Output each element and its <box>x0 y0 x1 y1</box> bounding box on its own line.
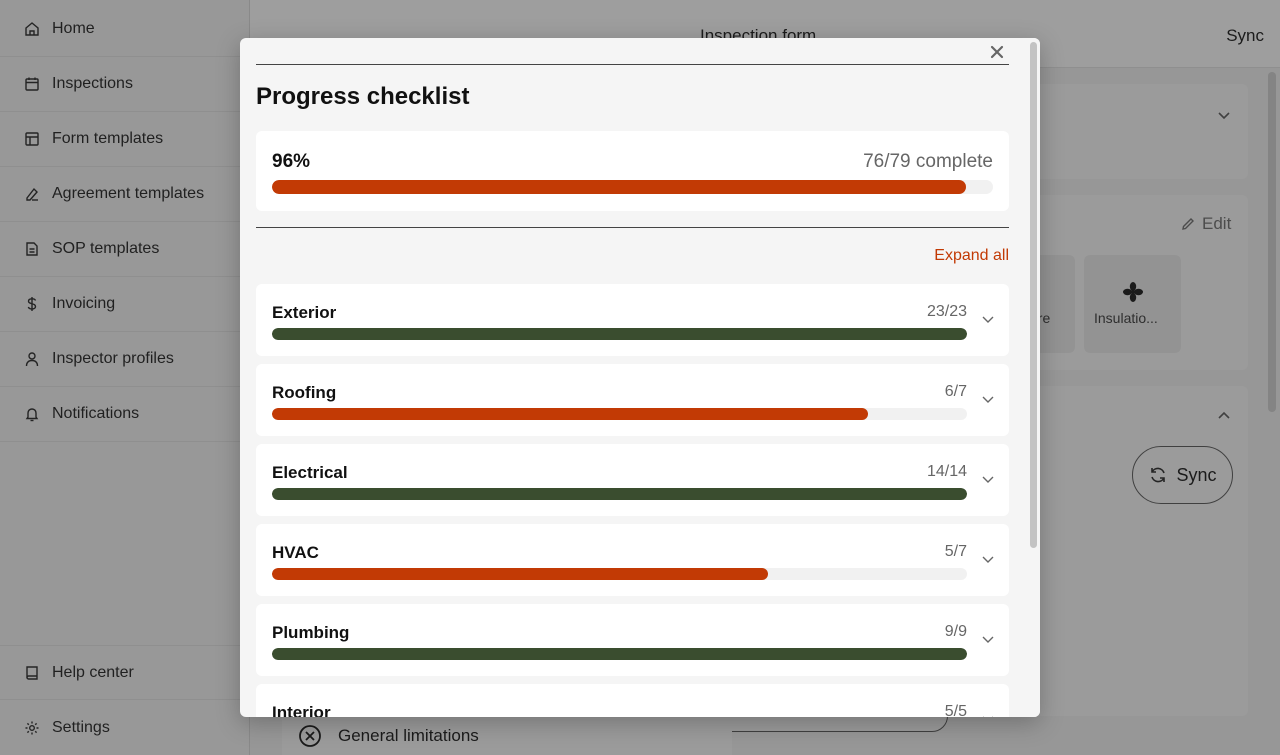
overall-complete-count: 76/79 complete <box>863 151 993 172</box>
sidebar-item-home[interactable]: Home <box>0 2 249 57</box>
sidebar-item-inspections[interactable]: Inspections <box>0 57 249 112</box>
section-progress-fill <box>272 488 967 500</box>
sidebar-item-label: Help center <box>52 663 134 681</box>
page-scrollbar[interactable] <box>1268 72 1276 412</box>
chevron-down-icon[interactable] <box>981 472 995 486</box>
section-count: 5/7 <box>944 543 967 560</box>
section-progress-bar <box>272 408 967 420</box>
bell-icon <box>24 406 40 422</box>
expand-all-button[interactable]: Expand all <box>934 247 1009 264</box>
section-progress-bar <box>272 648 967 660</box>
checklist-section-interior[interactable]: Interior 5/5 <box>256 684 1009 717</box>
signature-icon <box>24 186 40 202</box>
close-button[interactable] <box>987 42 1007 62</box>
document-icon <box>24 241 40 257</box>
sidebar-item-label: Notifications <box>52 405 140 422</box>
sidebar-item-label: Home <box>52 20 95 37</box>
sync-link[interactable]: Sync <box>1226 26 1264 45</box>
section-count: 23/23 <box>926 303 967 320</box>
section-name: Plumbing <box>272 623 350 642</box>
checklist-section-exterior[interactable]: Exterior 23/23 <box>256 284 1009 356</box>
overall-percent: 96% <box>272 151 311 172</box>
checklist-section-roofing[interactable]: Roofing 6/7 <box>256 364 1009 436</box>
divider <box>256 227 1009 228</box>
section-progress-bar <box>272 328 967 340</box>
chevron-down-icon[interactable] <box>1217 108 1231 122</box>
overall-progress-card: 96% 76/79 complete <box>256 131 1009 211</box>
section-name: Roofing <box>272 383 337 402</box>
chevron-down-icon[interactable] <box>981 632 995 646</box>
chevron-up-icon[interactable] <box>1217 409 1231 423</box>
refresh-icon <box>1151 467 1166 483</box>
sidebar-item-settings[interactable]: Settings <box>0 700 249 755</box>
section-progress-bar <box>272 568 967 580</box>
sidebar-item-agreement-templates[interactable]: Agreement templates <box>0 167 249 222</box>
section-count: 6/7 <box>944 383 967 400</box>
sidebar-item-label: Inspector profiles <box>52 350 174 367</box>
section-progress-bar <box>272 488 967 500</box>
dollar-icon <box>24 296 40 312</box>
chevron-down-icon[interactable] <box>981 552 995 566</box>
sidebar-item-sop-templates[interactable]: SOP templates <box>0 222 249 277</box>
home-icon <box>24 21 40 37</box>
section-count: 9/9 <box>944 623 967 640</box>
sidebar-item-form-templates[interactable]: Form templates <box>0 112 249 167</box>
sidebar-item-inspector-profiles[interactable]: Inspector profiles <box>0 332 249 387</box>
overall-progress-bar <box>272 180 993 194</box>
sidebar-item-invoicing[interactable]: Invoicing <box>0 277 249 332</box>
chevron-down-icon[interactable] <box>981 712 995 717</box>
section-card <box>1000 84 1248 179</box>
general-limitations-item[interactable]: General limitations <box>282 716 732 755</box>
section-progress-fill <box>272 568 769 580</box>
section-count: 5/5 <box>944 703 967 717</box>
gear-icon <box>24 720 40 736</box>
divider <box>256 64 1009 65</box>
modal-scrollbar-thumb[interactable] <box>1030 42 1037 548</box>
checklist-section-hvac[interactable]: HVAC 5/7 <box>256 524 1009 596</box>
sidebar-item-label: Invoicing <box>52 295 116 312</box>
section-name: HVAC <box>272 543 319 562</box>
overall-progress-fill <box>272 180 966 194</box>
checklist-section-plumbing[interactable]: Plumbing 9/9 <box>256 604 1009 676</box>
checklist-section-electrical[interactable]: Electrical 14/14 <box>256 444 1009 516</box>
progress-checklist-modal: Progress checklist 96% 76/79 complete Ex… <box>240 38 1040 717</box>
sidebar-item-label: Settings <box>52 718 110 736</box>
close-icon <box>990 45 1004 59</box>
section-name: Electrical <box>272 463 348 482</box>
sync-card <box>1000 386 1248 716</box>
book-icon <box>24 665 40 681</box>
pencil-icon <box>1182 218 1194 230</box>
section-name: Exterior <box>272 303 337 322</box>
layout-icon <box>24 131 40 147</box>
chevron-down-icon[interactable] <box>981 392 995 406</box>
section-progress-fill <box>272 328 967 340</box>
section-count: 14/14 <box>926 463 967 480</box>
section-name: Interior <box>272 703 331 717</box>
sidebar-item-label: Inspections <box>52 75 133 92</box>
section-progress-fill <box>272 648 967 660</box>
sidebar-item-label: SOP templates <box>52 240 160 257</box>
chevron-down-icon[interactable] <box>981 312 995 326</box>
modal-title: Progress checklist <box>256 83 470 110</box>
user-icon <box>24 351 40 367</box>
edit-button[interactable]: Edit <box>1180 214 1231 234</box>
x-circle-icon <box>299 724 321 747</box>
system-tile-insulation[interactable]: Insulatio... <box>1084 255 1181 353</box>
calendar-icon <box>24 76 40 92</box>
sync-button[interactable]: Sync <box>1132 446 1233 504</box>
sidebar-item-notifications[interactable]: Notifications <box>0 387 249 442</box>
section-progress-fill <box>272 408 868 420</box>
fan-icon <box>1123 282 1143 302</box>
sidebar-item-label: Form templates <box>52 130 164 147</box>
sidebar-item-help-center[interactable]: Help center <box>0 645 249 700</box>
sidebar: Home Inspections Form templates Agreemen… <box>0 0 250 755</box>
sidebar-item-label: Agreement templates <box>52 185 205 202</box>
